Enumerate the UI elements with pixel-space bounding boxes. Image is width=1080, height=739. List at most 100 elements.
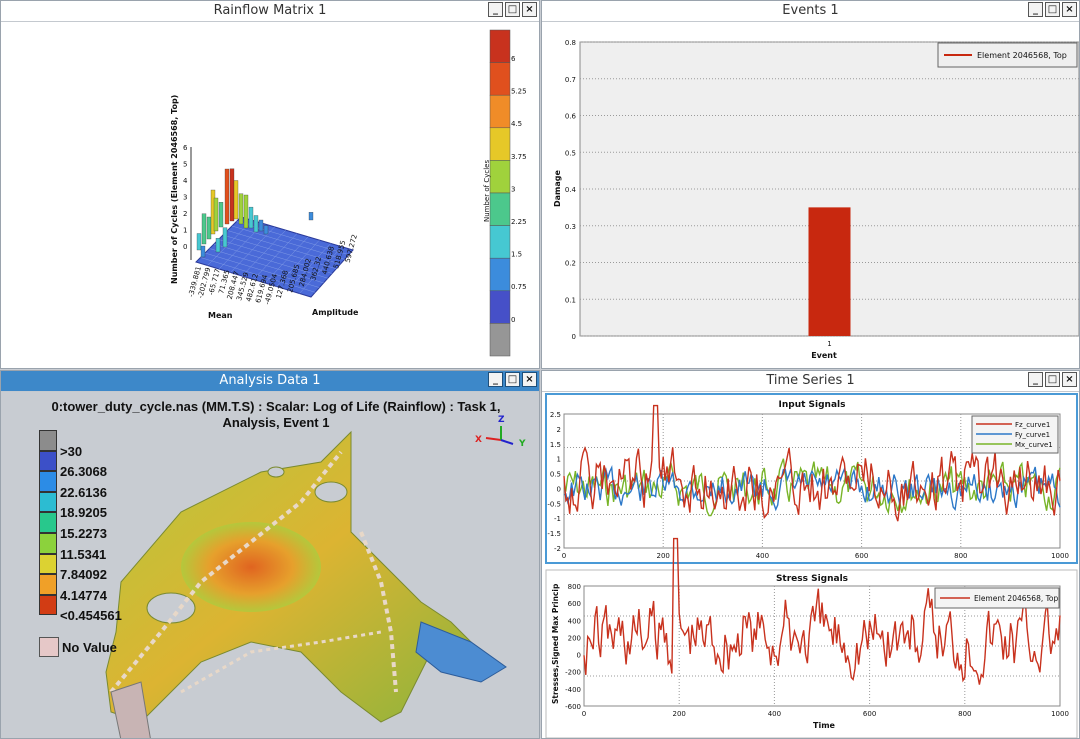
axis-y-label: Y — [518, 439, 526, 449]
events-x-tick: 1 — [827, 340, 831, 348]
ts-y-tick: 1 — [557, 456, 561, 464]
rainflow-bar — [243, 194, 249, 229]
ts-y-tick: 600 — [568, 600, 581, 608]
events-legend-label: Element 2046568, Top — [977, 51, 1067, 60]
rainflow-bar — [201, 213, 207, 245]
rainflow-window: Rainflow Matrix 1 _ □ × Number of Cycles… — [0, 0, 540, 369]
ts-y-tick: 2 — [557, 426, 561, 434]
minimize-button[interactable]: _ — [488, 2, 503, 17]
ts-y-tick: 0 — [577, 652, 581, 660]
input-legend-label: Mx_curve1 — [1015, 441, 1053, 449]
rainflow-titlebar[interactable]: Rainflow Matrix 1 _ □ × — [1, 1, 539, 22]
colorbar-tick: 1.5 — [511, 251, 522, 259]
close-button[interactable]: × — [522, 372, 537, 387]
rainflow-bar — [238, 193, 244, 225]
timeseries-titlebar[interactable]: Time Series 1 _ □ × — [542, 371, 1079, 392]
events-x-label: Event — [811, 351, 837, 360]
fe-hotspot — [181, 522, 321, 612]
rainflow-amplitude-label: Amplitude — [312, 308, 359, 317]
fe-hole — [146, 592, 196, 624]
legend-swatch — [39, 594, 57, 616]
minimize-button[interactable]: _ — [1028, 2, 1043, 17]
legend-row: 11.5341 — [39, 532, 122, 562]
maximize-button[interactable]: □ — [1045, 2, 1060, 17]
colorbar-segment — [489, 160, 511, 194]
legend-label: 26.3068 — [60, 464, 107, 480]
events-legend: Element 2046568, Top — [937, 42, 1078, 68]
colorbar-tick: 3 — [511, 185, 515, 193]
stress-series — [583, 537, 1061, 685]
ts-y-tick: 800 — [568, 583, 581, 591]
legend-row: <0.454561 — [39, 594, 122, 623]
legend-row: >30 — [39, 430, 122, 459]
close-button[interactable]: × — [522, 2, 537, 17]
minimize-button[interactable]: _ — [488, 372, 503, 387]
events-y-tick: 0.6 — [565, 113, 577, 121]
legend-row: 4.14774 — [39, 574, 122, 603]
ts-y-tick: 0 — [557, 485, 561, 493]
colorbar-segment — [489, 257, 511, 292]
floor-gridline — [264, 236, 309, 284]
ts-x-tick: 1000 — [1051, 552, 1069, 560]
ts-y-tick: 200 — [568, 634, 581, 642]
colorbar-segment — [489, 29, 511, 63]
legend-row: 15.2273 — [39, 512, 122, 541]
rainflow-bar — [222, 227, 228, 248]
close-button[interactable]: × — [1062, 2, 1077, 17]
rainflow-mean-label: Mean — [208, 311, 233, 320]
rainflow-z-tick: 2 — [183, 210, 187, 218]
colorbar-segment — [489, 127, 511, 161]
axis-triad: X Y Z — [475, 415, 526, 449]
rainflow-plot[interactable]: Number of Cycles (Element 2046568, Top) … — [1, 22, 540, 369]
legend-label: 11.5341 — [60, 546, 107, 562]
events-titlebar[interactable]: Events 1 _ □ × — [542, 1, 1079, 22]
ts-y-tick: 2.5 — [550, 411, 561, 419]
analysis-titlebar[interactable]: Analysis Data 1 _ □ × — [1, 371, 539, 392]
colorbar-tick: 0.75 — [511, 283, 527, 291]
close-button[interactable]: × — [1062, 372, 1077, 387]
floor-gridline — [222, 234, 337, 270]
maximize-button[interactable]: □ — [1045, 372, 1060, 387]
colorbar-segment — [489, 225, 511, 259]
stress-legend: Element 2046568, Top — [934, 587, 1060, 609]
rainflow-bar — [218, 202, 224, 228]
rainflow-bar — [196, 233, 202, 251]
input-legend-label: Fy_curve1 — [1015, 431, 1050, 439]
floor-gridline — [276, 239, 320, 287]
ts-x-tick: 600 — [863, 710, 876, 718]
legend-label: 22.6136 — [60, 484, 107, 500]
minimize-button[interactable]: _ — [1028, 372, 1043, 387]
legend-label: 15.2273 — [60, 525, 107, 541]
rainflow-bar — [229, 168, 235, 222]
fe-end-block — [110, 681, 151, 738]
rainflow-z-label: Number of Cycles (Element 2046568, Top) — [170, 95, 179, 284]
maximize-button[interactable]: □ — [505, 2, 520, 17]
legend-swatch — [39, 430, 57, 451]
legend-label: 18.9205 — [60, 505, 107, 521]
ts-y-tick: -200 — [565, 669, 581, 677]
colorbar-label: Number of Cycles — [483, 160, 491, 222]
ts-y-tick: 1.5 — [550, 441, 561, 449]
legend-swatch — [39, 553, 57, 575]
events-bar[interactable] — [808, 207, 851, 336]
legend-row: 18.9205 — [39, 491, 122, 520]
events-chart[interactable]: 0 0.1 0.2 0.3 0.4 0.5 0.6 0.7 0.8 1 Damage Event… — [542, 22, 1080, 369]
ts-x-tick: 0 — [582, 710, 586, 718]
events-window: Events 1 _ □ × 0 0.1 0.2 0.3 0.4 0.5 0.6 0.7 0.8… — [541, 0, 1080, 369]
maximize-button[interactable]: □ — [505, 372, 520, 387]
legend-swatch — [39, 491, 57, 513]
rainflow-bar — [233, 180, 239, 220]
timeseries-title: Time Series 1 — [766, 373, 855, 388]
timeseries-charts[interactable]: Input Signals 2.5 2 1.5 1 0.5 0 -0.5 -1 -1.5 -2 0… — [542, 392, 1080, 739]
events-y-tick: 0.7 — [565, 76, 576, 84]
fe-model-view[interactable]: X Y Z — [1, 392, 540, 739]
rainflow-bar — [200, 245, 206, 258]
ts-x-tick: 200 — [673, 710, 686, 718]
events-y-tick: 0.4 — [565, 186, 577, 194]
ts-y-tick: -0.5 — [547, 500, 561, 508]
ts-y-tick: -1.5 — [547, 530, 561, 538]
rainflow-bar — [253, 215, 259, 233]
colorbar-segment — [489, 192, 511, 226]
legend-label: <0.454561 — [60, 608, 122, 624]
axis-x-label: X — [475, 435, 482, 445]
